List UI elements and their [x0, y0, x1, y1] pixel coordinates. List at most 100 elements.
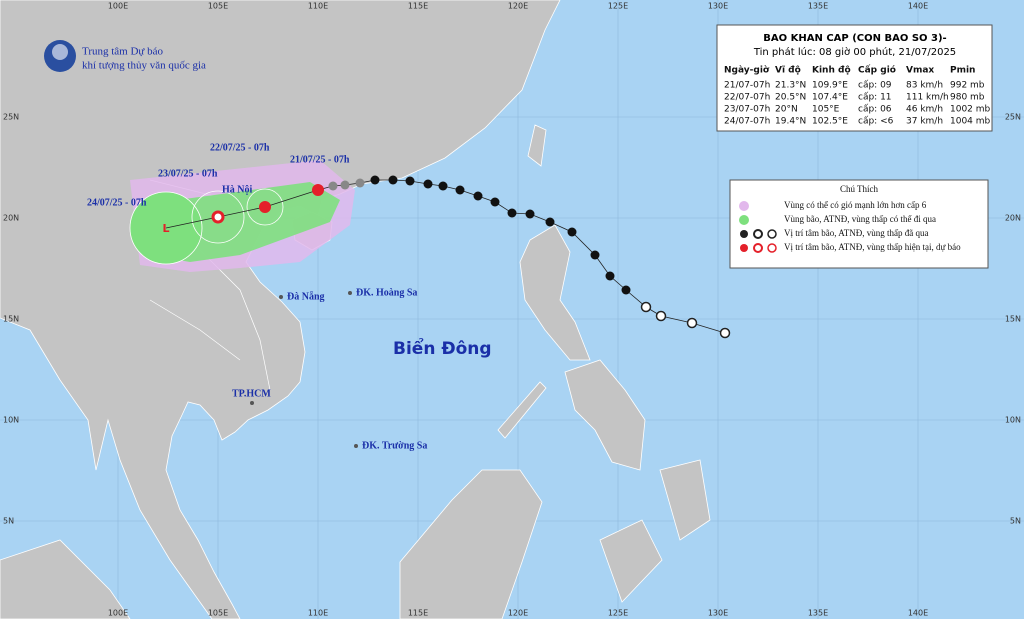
past-storm: [328, 181, 338, 191]
past-storm: [340, 180, 350, 190]
lat-label: 20N: [1005, 214, 1021, 223]
lon-label: 130E: [708, 2, 728, 11]
past-storm: [423, 179, 433, 189]
low-forecast: L: [162, 222, 169, 235]
storm-current: [312, 184, 324, 196]
lat-label: 20N: [3, 214, 19, 223]
place-dot: [354, 444, 358, 448]
cone-circle: [191, 190, 245, 244]
legend-item: Vùng có thể có gió mạnh lớn hơn cấp 6: [784, 200, 927, 210]
legend-title: Chú Thích: [840, 184, 879, 194]
place-label: TP.HCM: [232, 388, 271, 399]
table-cell: 20.5°N: [775, 93, 806, 103]
lon-label: 110E: [308, 2, 328, 11]
past-storm: [525, 209, 535, 219]
lon-label: 120E: [508, 2, 528, 11]
place-label: ĐK. Hoàng Sa: [356, 287, 417, 298]
table-cell: 1004 mb: [950, 117, 991, 127]
table-cell: 980 mb: [950, 93, 985, 103]
table-cell: 20°N: [775, 105, 798, 115]
table-cell: 992 mb: [950, 81, 985, 91]
depression-forecast: [211, 210, 225, 224]
lon-label: 140E: [908, 2, 928, 11]
place-dot: [250, 401, 254, 405]
sea-label: Biển Đông: [393, 337, 492, 359]
table-cell: 19.4°N: [775, 117, 806, 127]
table-cell: 23/07-07h: [724, 105, 770, 115]
legend-item: Vị trí tâm bão, ATNĐ, vùng thấp hiện tại…: [784, 242, 961, 252]
past-storm: [370, 175, 380, 185]
lon-label: 135E: [808, 2, 828, 11]
legend-item: Vị trí tâm bão, ATNĐ, vùng thấp đã qua: [784, 228, 928, 238]
legend-swatch: [739, 215, 749, 225]
storm-forecast: [259, 201, 271, 213]
past-positions: [328, 175, 731, 339]
past-storm: [490, 197, 500, 207]
table-cell: 109.9°E: [812, 81, 848, 91]
table-cell: 37 km/h: [906, 117, 943, 127]
agency-name: khí tượng thủy văn quốc gia: [82, 60, 206, 72]
past-low: [686, 317, 698, 329]
graticule-labels: 100E 100E 105E 105E 110E 110E 115E 115E 120E 120E…: [3, 2, 1021, 618]
table-cell: cấp: 09: [858, 80, 892, 91]
lon-label: 100E: [108, 2, 128, 11]
lon-label: 125E: [608, 2, 628, 11]
lon-label: 105E: [208, 2, 228, 11]
bulletin-table: Ngày-giờ Vĩ độ Kinh độ Cấp gió Vmax Pmin 21/07…: [724, 65, 991, 127]
table-cell: 21/07-07h: [724, 81, 770, 91]
past-storm: [438, 181, 448, 191]
past-storm: [605, 271, 615, 281]
lat-label: 25N: [1005, 113, 1021, 122]
forecast-label: 21/07/25 - 07h: [290, 154, 350, 165]
past-storm: [567, 227, 577, 237]
table-cell: 24/07-07h: [724, 117, 770, 127]
table-header: Pmin: [950, 66, 975, 76]
table-cell: cấp: 11: [858, 92, 892, 103]
lon-label: 135E: [808, 609, 828, 618]
table-cell: 46 km/h: [906, 105, 943, 115]
legend: Chú Thích Vùng có thể có gió mạnh lớn hơ…: [729, 179, 989, 269]
lon-label: 140E: [908, 609, 928, 618]
past-storm: [621, 285, 631, 295]
bulletin-title: BAO KHAN CAP (CON BAO SO 3)-: [763, 33, 946, 44]
forecast-label: 22/07/25 - 07h: [210, 142, 270, 153]
lat-label: 15N: [3, 315, 19, 324]
past-storm: [388, 175, 398, 185]
past-low: [640, 301, 652, 313]
lon-label: 130E: [708, 609, 728, 618]
table-cell: 83 km/h: [906, 81, 943, 91]
lon-label: 110E: [308, 609, 328, 618]
table-header: Vmax: [906, 66, 934, 76]
past-storm: [455, 185, 465, 195]
legend-item: Vùng bão, ATNĐ, vùng thấp có thể đi qua: [784, 214, 936, 224]
past-storm: [405, 176, 415, 186]
forecast-label: 24/07/25 - 07h: [87, 197, 147, 208]
lon-label: 125E: [608, 609, 628, 618]
forecast-positions: L: [162, 184, 324, 235]
table-cell: 105°E: [812, 105, 840, 115]
past-low: [719, 327, 731, 339]
legend-frame: [729, 179, 989, 269]
past-storm: [473, 191, 483, 201]
table-header: Vĩ độ: [775, 66, 801, 76]
lon-label: 120E: [508, 609, 528, 618]
agency-name: Trung tâm Dự báo: [82, 46, 164, 58]
lon-label: 115E: [408, 609, 428, 618]
table-header: Cấp gió: [858, 65, 896, 76]
place-dot: [279, 295, 283, 299]
bulletin-issued: Tin phát lúc: 08 giờ 00 phút, 21/07/2025: [753, 46, 956, 58]
bulletin-frame: [716, 24, 993, 132]
table-header: Kinh độ: [812, 66, 851, 76]
past-storm: [545, 217, 555, 227]
lat-label: 10N: [3, 416, 19, 425]
cone-circle: [246, 188, 284, 226]
legend-swatch: [739, 201, 749, 211]
past-storm: [507, 208, 517, 218]
table-header: Ngày-giờ: [724, 65, 770, 76]
lon-label: 115E: [408, 2, 428, 11]
lat-label: 5N: [1010, 517, 1021, 526]
forecast-label: 23/07/25 - 07h: [158, 168, 218, 179]
past-storm: [590, 250, 600, 260]
lat-label: 10N: [1005, 416, 1021, 425]
